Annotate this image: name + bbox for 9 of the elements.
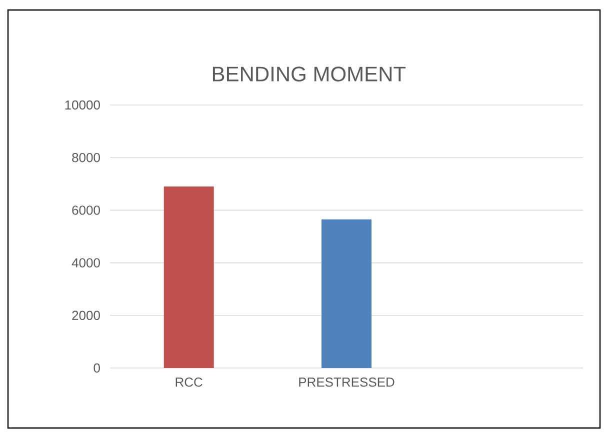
y-tick-label: 2000 xyxy=(72,310,100,320)
x-tick-label: RCC xyxy=(176,378,202,387)
x-tick-label: PRESTRESSED xyxy=(299,378,394,387)
y-tick-label: 4000 xyxy=(72,258,100,268)
y-tick-label: 0 xyxy=(94,363,100,373)
chart-title: BENDING MOMENT xyxy=(212,66,406,82)
y-tick-label: 6000 xyxy=(72,206,100,215)
y-tick-label: 8000 xyxy=(72,152,100,162)
y-tick-label: 10000 xyxy=(65,100,100,110)
